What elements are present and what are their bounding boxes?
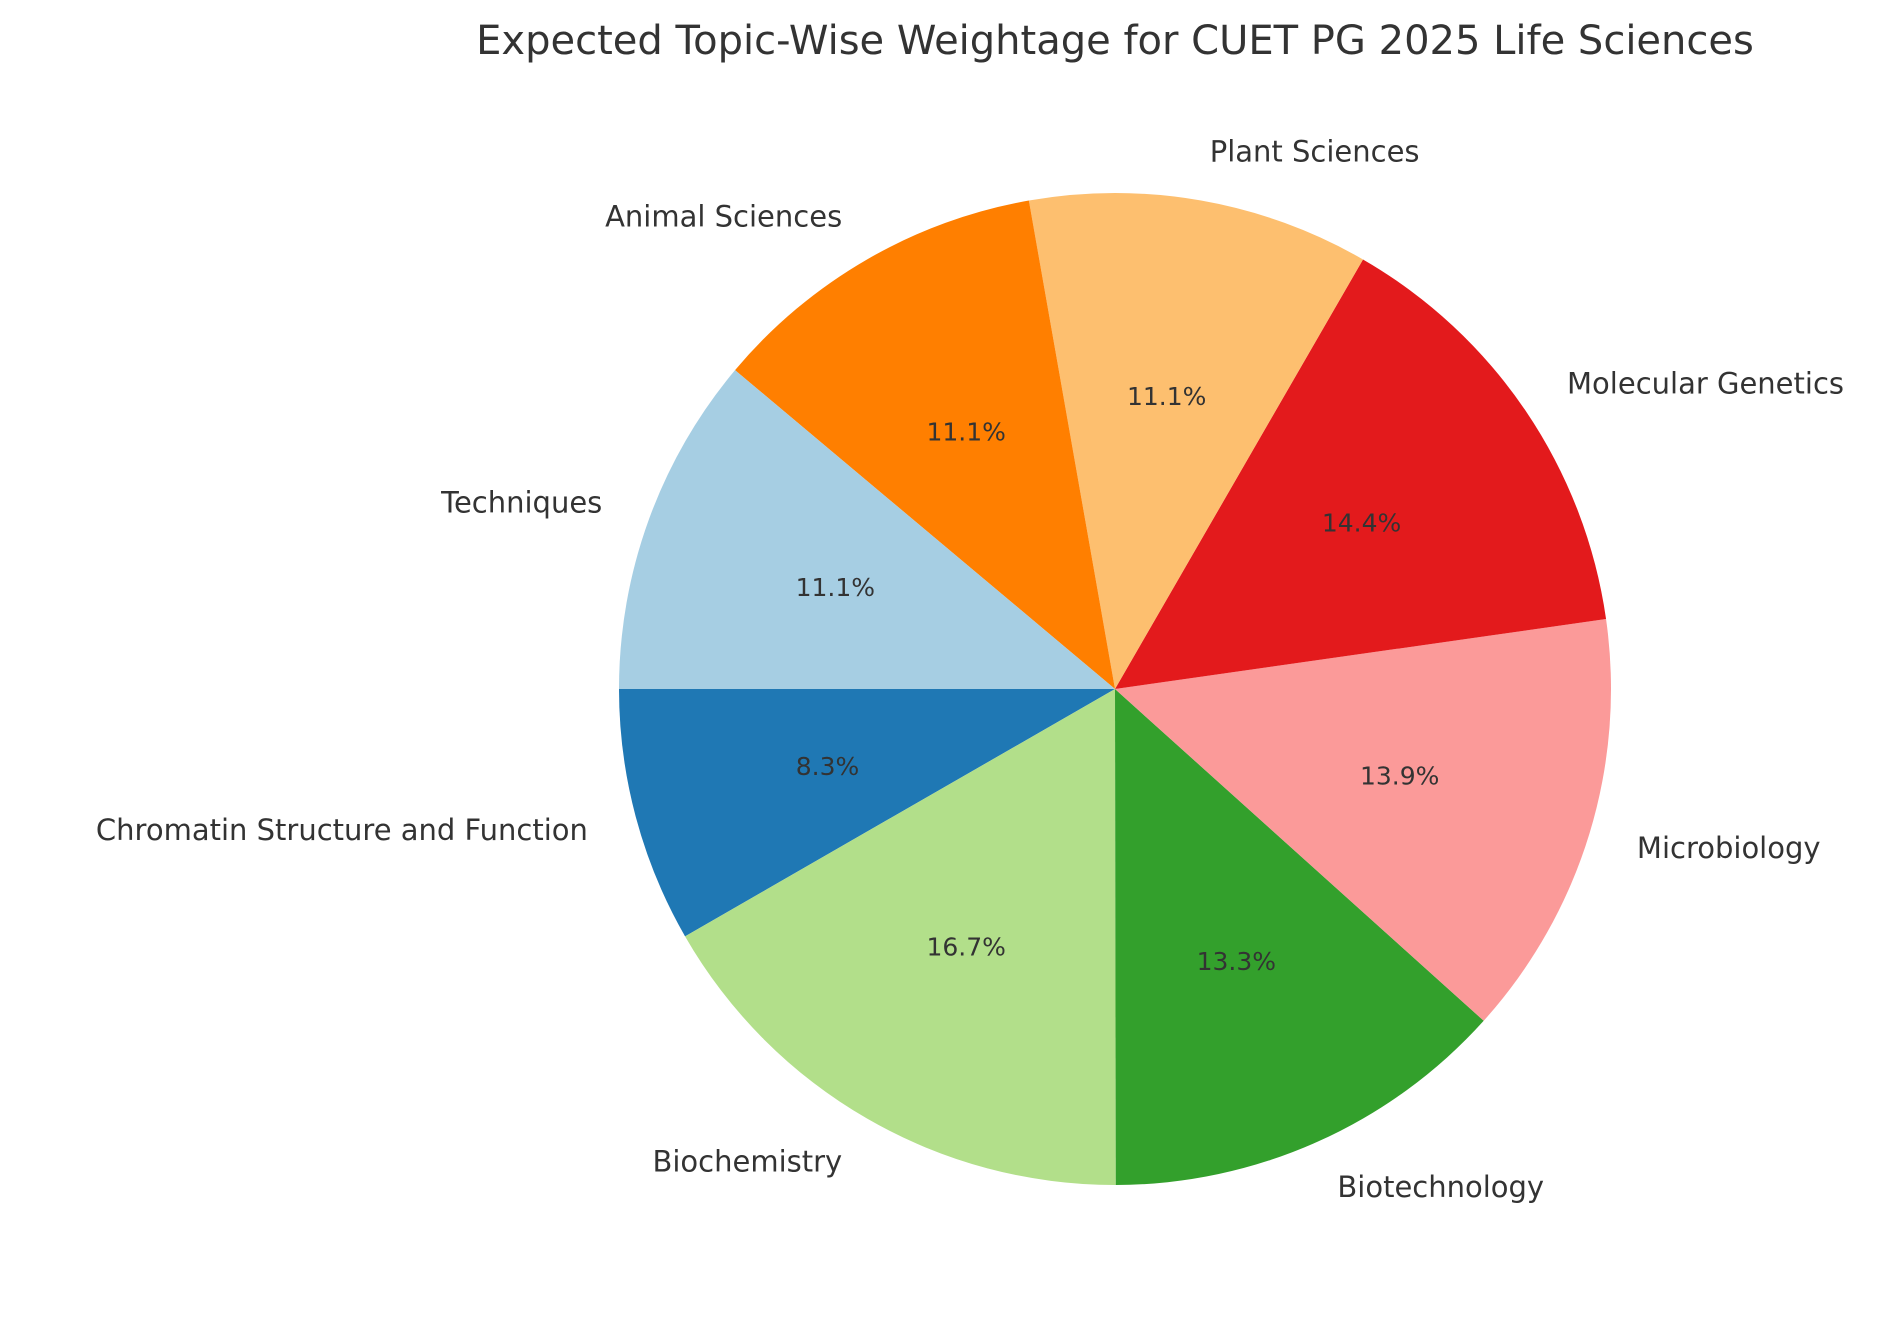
pie-slice xyxy=(619,370,1115,689)
slice-label: Chromatin Structure and Function xyxy=(96,813,588,847)
pie-slice xyxy=(735,200,1115,690)
slice-label: Microbiology xyxy=(1637,831,1821,865)
pie-slice xyxy=(685,689,1116,1185)
slice-percent-label: 16.7% xyxy=(926,933,1005,962)
pie-slice xyxy=(1115,689,1484,1185)
slice-percent-label: 13.3% xyxy=(1197,947,1276,976)
slice-percent-label: 8.3% xyxy=(796,752,860,781)
slice-percent-label: 11.1% xyxy=(1127,382,1206,411)
slice-label: Biochemistry xyxy=(652,1145,842,1179)
slice-label: Biotechnology xyxy=(1337,1170,1544,1204)
pie-slice xyxy=(1028,193,1363,690)
slice-percent-label: 14.4% xyxy=(1322,508,1401,537)
slice-label: Techniques xyxy=(440,485,602,519)
slice-percent-label: 11.1% xyxy=(796,573,875,602)
chart-title: Expected Topic-Wise Weightage for CUET P… xyxy=(476,18,1754,64)
slice-percent-label: 11.1% xyxy=(926,417,1005,446)
slice-label: Animal Sciences xyxy=(605,199,842,233)
slice-percent-label: 13.9% xyxy=(1360,762,1439,791)
pie-slice xyxy=(619,689,1115,937)
pie-slice xyxy=(1115,619,1611,1021)
slice-label: Molecular Genetics xyxy=(1567,366,1844,400)
pie-slice xyxy=(1115,259,1607,689)
slice-label: Plant Sciences xyxy=(1210,135,1420,169)
